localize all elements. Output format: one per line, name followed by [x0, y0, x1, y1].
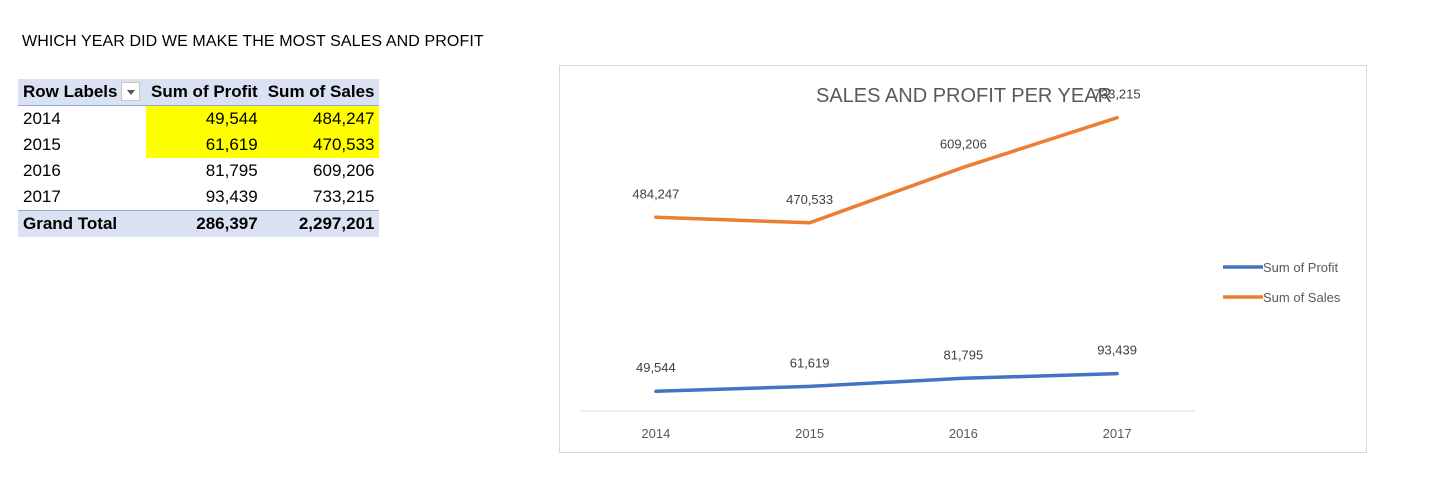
sales-cell: 470,533: [262, 132, 380, 158]
data-label: 609,206: [940, 136, 987, 151]
profit-cell: 81,795: [205, 161, 258, 180]
grand-total-profit: 286,397: [146, 210, 263, 237]
legend-entry: Sum of Sales: [1263, 290, 1341, 305]
grand-total-row: Grand Total 286,397 2,297,201: [18, 210, 380, 237]
pivot-header-row: Row Labels Sum of Profit Sum of Sales: [18, 79, 380, 106]
line-chart[interactable]: SALES AND PROFIT PER YEAR 2014 2015 2016 201…: [559, 65, 1367, 453]
filter-dropdown-icon[interactable]: [121, 82, 141, 101]
sales-cell: 609,206: [313, 161, 375, 180]
pivot-table: Row Labels Sum of Profit Sum of Sales 20…: [18, 79, 380, 237]
pivot-row: 2015 61,619 470,533: [18, 132, 380, 158]
data-label: 81,795: [943, 347, 983, 362]
x-tick-label: 2015: [795, 426, 824, 441]
x-tick-label: 2014: [641, 426, 670, 441]
profit-cell: 61,619: [146, 132, 263, 158]
data-label: 93,439: [1097, 343, 1137, 358]
profit-cell: 93,439: [205, 187, 258, 206]
profit-header: Sum of Profit: [146, 79, 263, 106]
profit-cell: 49,544: [146, 105, 263, 132]
data-label: 49,544: [636, 360, 676, 375]
pivot-row: 2017 93,439 733,215: [18, 184, 379, 211]
x-tick-label: 2017: [1103, 426, 1132, 441]
sales-header: Sum of Sales: [262, 79, 380, 106]
data-label: 733,215: [1094, 87, 1141, 102]
row-labels-header[interactable]: Row Labels: [18, 79, 146, 106]
pivot-row: 2016 81,795 609,206: [18, 158, 379, 184]
row-labels-header-text: Row Labels: [23, 81, 118, 101]
row-label: 2017: [23, 187, 61, 206]
question-text: WHICH YEAR DID WE MAKE THE MOST SALES AN…: [22, 33, 484, 50]
data-label: 484,247: [632, 186, 679, 201]
sales-cell: 733,215: [313, 187, 375, 206]
data-label: 61,619: [790, 355, 830, 370]
grand-total-label: Grand Total: [18, 210, 146, 237]
legend-entry: Sum of Profit: [1263, 260, 1339, 275]
x-tick-label: 2016: [949, 426, 978, 441]
grand-total-sales: 2,297,201: [262, 210, 380, 237]
chart-title: SALES AND PROFIT PER YEAR: [816, 85, 1112, 107]
series-line-profit: [654, 371, 1119, 393]
series-line-sales: [654, 115, 1119, 225]
chart-canvas: SALES AND PROFIT PER YEAR 2014 2015 2016 201…: [580, 85, 1341, 441]
pivot-row: 2014 49,544 484,247: [18, 105, 380, 132]
sales-cell: 484,247: [262, 105, 380, 132]
row-label: 2015: [23, 135, 61, 154]
row-label: 2014: [23, 109, 61, 128]
data-label: 470,533: [786, 192, 833, 207]
row-label: 2016: [23, 161, 61, 180]
